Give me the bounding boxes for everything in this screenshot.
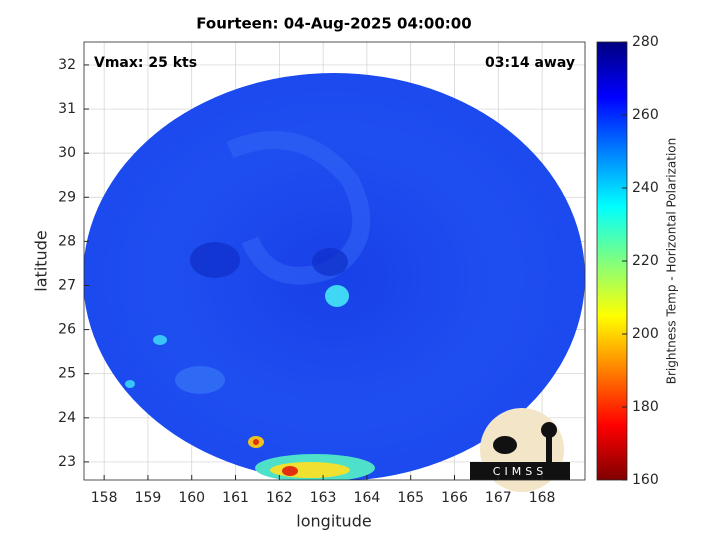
warm-patch [253, 439, 259, 445]
logo: CIMSS [470, 408, 570, 492]
axes-box [83, 41, 586, 481]
logo-text: CIMSS [493, 465, 547, 478]
colorbar-tick-label: 240 [632, 180, 659, 196]
plot-area: CIMSS [83, 41, 586, 492]
y-axis-label: latitude [32, 230, 51, 291]
x-tick-label: 161 [222, 490, 249, 506]
y-tick-label: 30 [58, 145, 76, 161]
colorbar-tick-label: 180 [632, 399, 659, 415]
y-tick-label: 23 [58, 454, 76, 470]
warm-patch [175, 366, 225, 394]
cold-patch [190, 242, 240, 278]
colorbar-tick-label: 160 [632, 472, 659, 488]
x-tick-label: 167 [485, 490, 512, 506]
y-tick-label: 31 [58, 101, 76, 117]
warm-patch [325, 285, 349, 307]
colorbar-tick-label: 280 [632, 34, 659, 50]
x-tick-label: 159 [135, 490, 162, 506]
x-tick-label: 163 [310, 490, 337, 506]
band [226, 131, 371, 285]
colorbar-tick-label: 220 [632, 253, 659, 269]
colorbar-label: Brightness Temp - Horizontal Polarizatio… [665, 138, 679, 385]
x-tick-label: 164 [354, 490, 381, 506]
x-tick-label: 165 [397, 490, 424, 506]
colorbar-tick-label: 260 [632, 107, 659, 123]
y-tick-label: 27 [58, 277, 76, 293]
warm-patch [270, 462, 350, 478]
warm-patch [153, 335, 167, 345]
swath-image [84, 73, 585, 480]
x-tick-label: 158 [91, 490, 118, 506]
x-axis-label: longitude [296, 512, 371, 531]
colorbar-tick-label: 200 [632, 326, 659, 342]
x-tick-label: 160 [178, 490, 205, 506]
cold-patch [312, 248, 348, 276]
y-tick-label: 28 [58, 233, 76, 249]
annotation: 03:14 away [485, 55, 575, 71]
chart-title: Fourteen: 04-Aug-2025 04:00:00 [196, 15, 471, 33]
warm-patch [125, 380, 135, 388]
y-tick-label: 32 [58, 57, 76, 73]
y-tick-label: 25 [58, 366, 76, 382]
x-tick-label: 168 [529, 490, 556, 506]
warm-patch [282, 466, 298, 476]
x-tick-label: 166 [441, 490, 468, 506]
y-tick-label: 24 [58, 410, 76, 426]
annotation: Vmax: 25 kts [94, 55, 197, 71]
y-tick-label: 26 [58, 322, 76, 338]
y-tick-label: 29 [58, 189, 76, 205]
x-tick-label: 162 [266, 490, 293, 506]
